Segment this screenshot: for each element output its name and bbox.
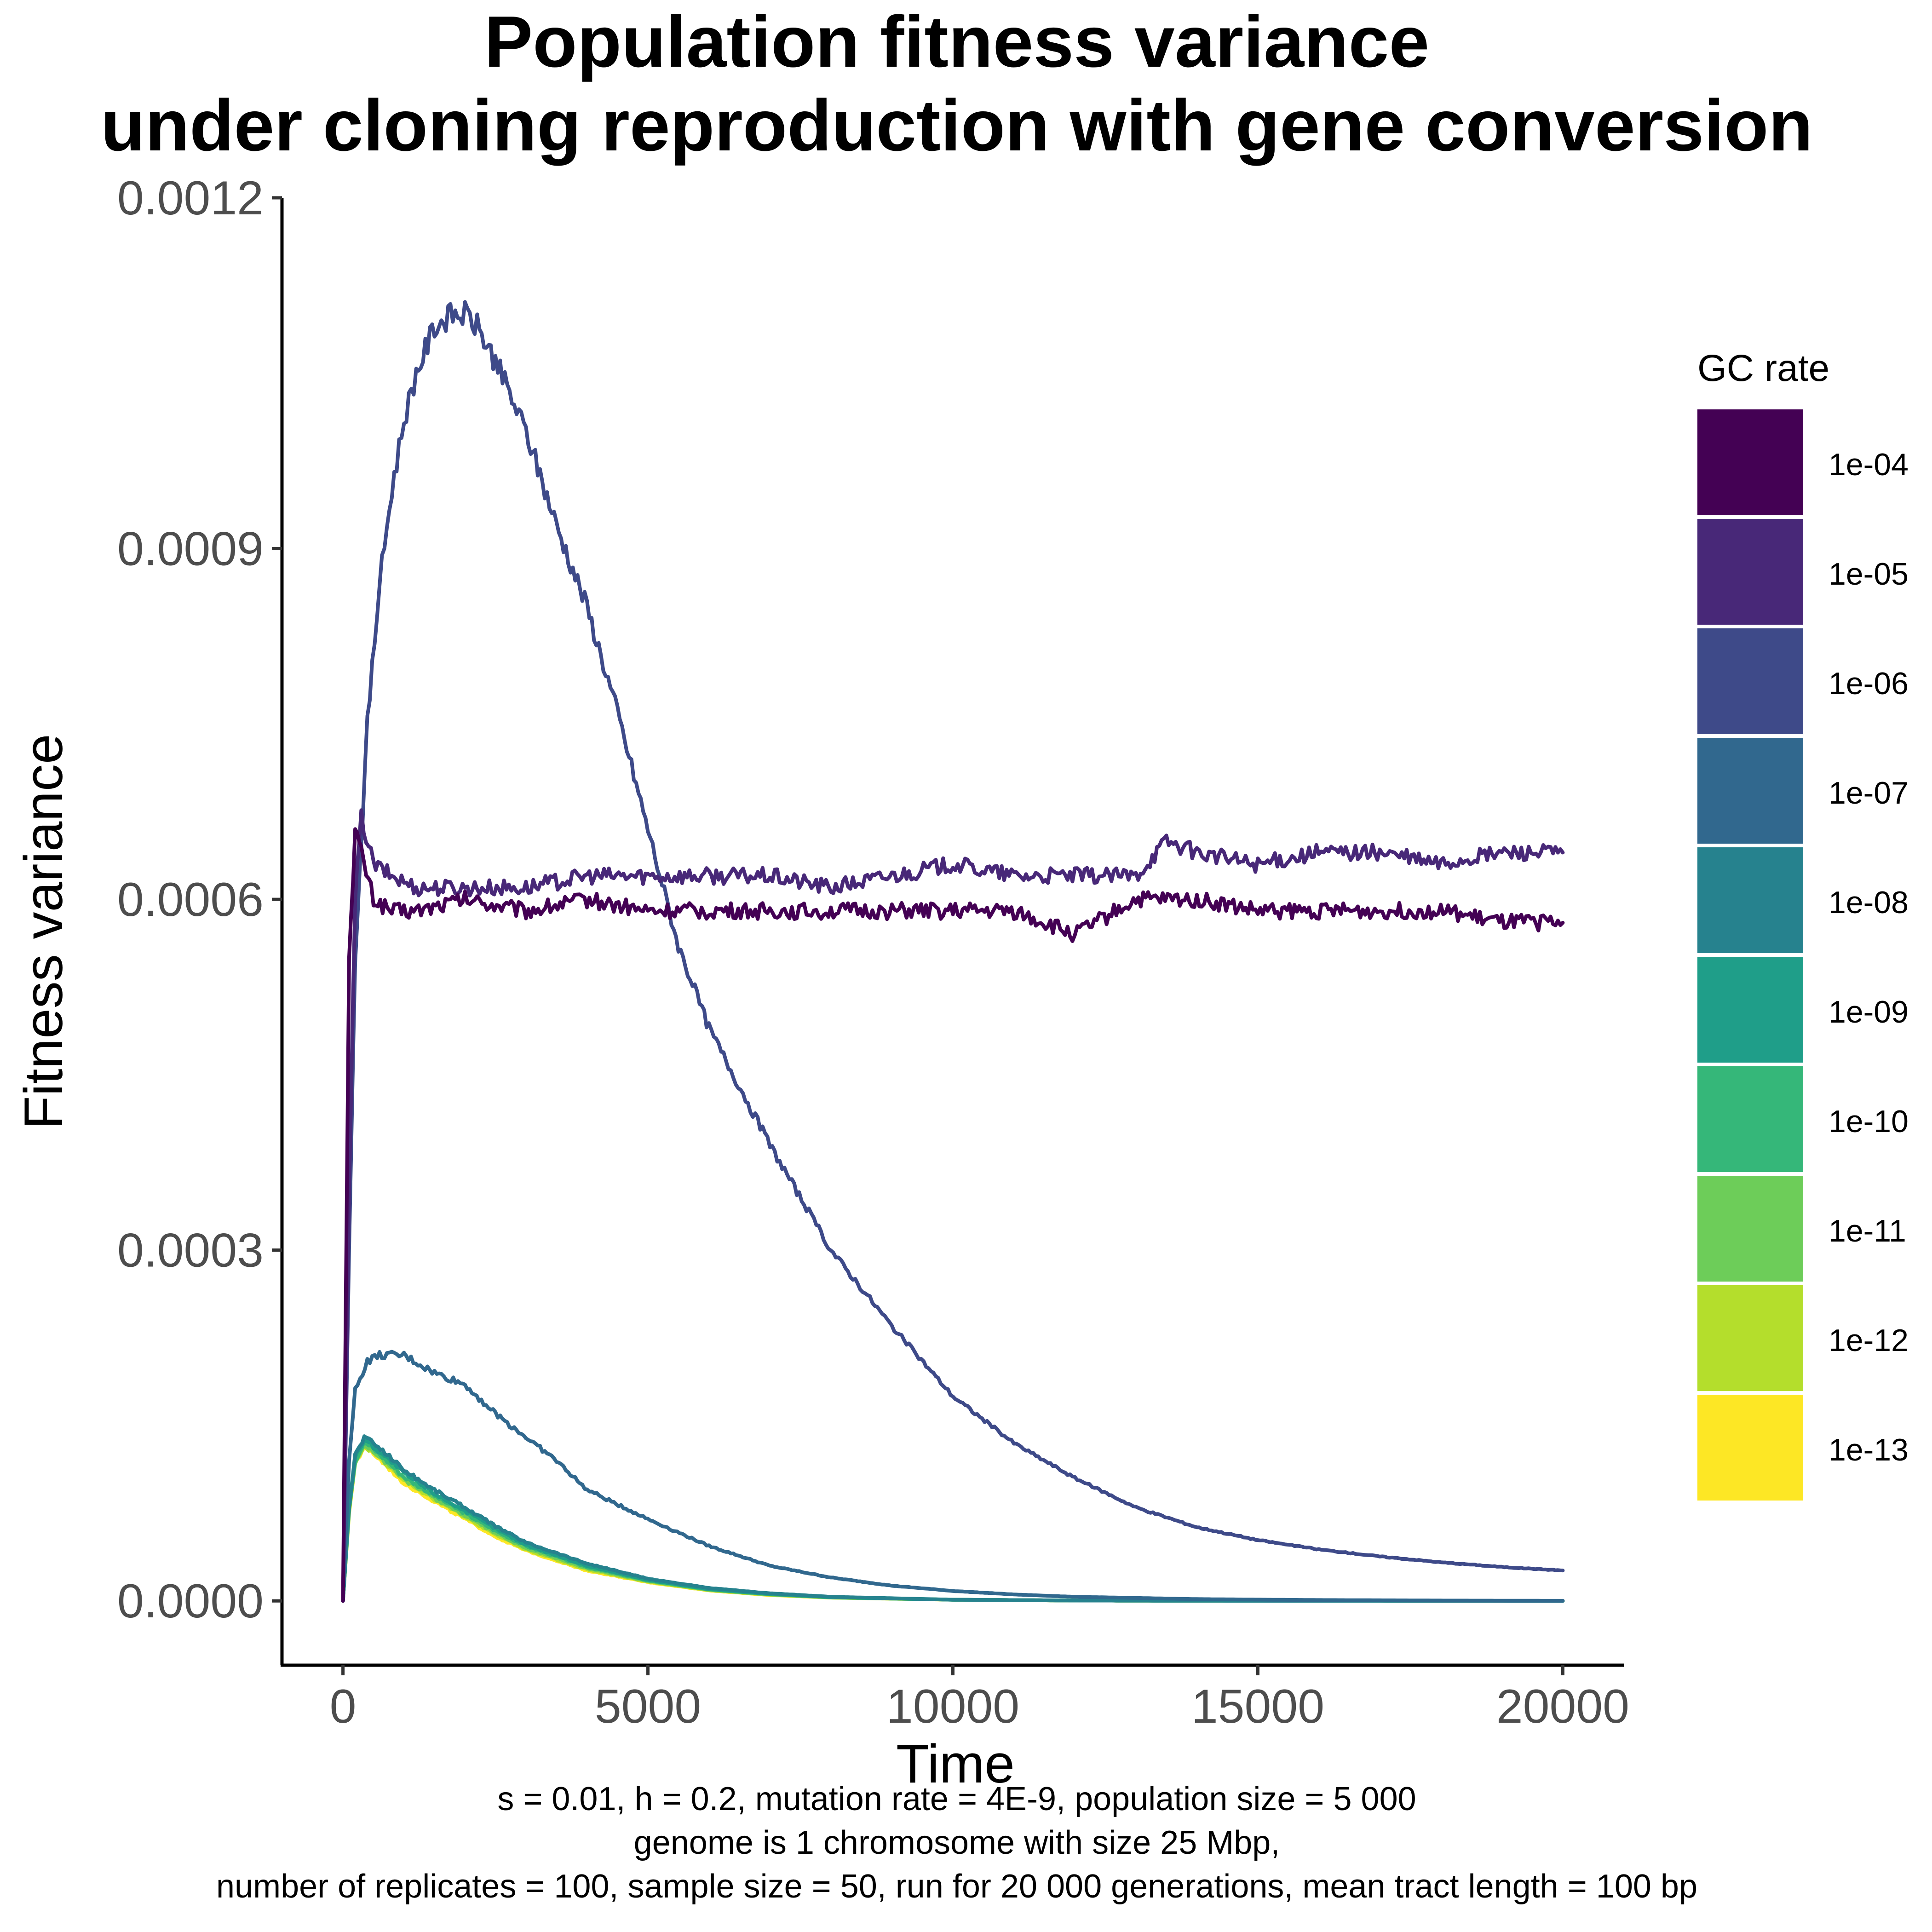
legend-key-1e-05 <box>1697 519 1803 625</box>
y-tick-label: 0.0012 <box>117 172 264 225</box>
x-tick-label: 0 <box>330 1680 356 1733</box>
legend-label-1e-12: 1e-12 <box>1828 1323 1909 1358</box>
y-axis-ticks: 0.0000 0.0003 0.0006 0.0009 0.0012 <box>117 172 282 1628</box>
x-axis-ticks: 0 5000 10000 15000 20000 <box>330 1665 1629 1733</box>
chart-title-line-2: under cloning reproduction with gene con… <box>101 85 1813 166</box>
legend-key-1e-04 <box>1697 409 1803 515</box>
x-tick-label: 10000 <box>886 1680 1019 1733</box>
series-line-1e-06 <box>341 300 1565 1603</box>
legend-key-1e-12 <box>1697 1285 1803 1391</box>
legend: 1e-04 1e-05 1e-06 1e-07 1e-08 1e-09 1e-10 1e-11… <box>1697 409 1909 1501</box>
legend-label-1e-07: 1e-07 <box>1828 776 1909 811</box>
legend-label-1e-06: 1e-06 <box>1828 666 1909 701</box>
caption-line-3: number of replicates = 100, sample size … <box>216 1868 1697 1905</box>
y-tick-label: 0.0003 <box>117 1224 264 1277</box>
caption-line-2: genome is 1 chromosome with size 25 Mbp, <box>634 1824 1280 1861</box>
legend-label-1e-04: 1e-04 <box>1828 447 1909 482</box>
legend-key-1e-06 <box>1697 628 1803 734</box>
chart-title-line-1: Population fitness variance <box>484 1 1430 82</box>
legend-key-1e-11 <box>1697 1176 1803 1282</box>
legend-title: GC rate <box>1697 347 1829 389</box>
legend-label-1e-13: 1e-13 <box>1828 1432 1909 1467</box>
legend-key-1e-13 <box>1697 1395 1803 1501</box>
x-tick-label: 15000 <box>1191 1680 1324 1733</box>
legend-key-1e-09 <box>1697 957 1803 1063</box>
series-line-1e-04 <box>341 827 1565 1603</box>
x-tick-label: 5000 <box>595 1680 701 1733</box>
series-line-1e-07 <box>341 1350 1565 1603</box>
x-axis-title: Time <box>896 1734 1015 1794</box>
legend-label-1e-09: 1e-09 <box>1828 995 1909 1029</box>
y-tick-label: 0.0006 <box>117 873 264 926</box>
legend-label-1e-11: 1e-11 <box>1828 1213 1906 1248</box>
series-line-1e-05 <box>341 808 1565 1603</box>
x-tick-label: 20000 <box>1496 1680 1629 1733</box>
caption-line-1: s = 0.01, h = 0.2, mutation rate = 4E-9,… <box>497 1781 1416 1817</box>
legend-label-1e-08: 1e-08 <box>1828 885 1909 920</box>
legend-key-1e-07 <box>1697 738 1803 844</box>
legend-key-1e-08 <box>1697 847 1803 953</box>
series-layer <box>341 300 1565 1603</box>
y-tick-label: 0.0009 <box>117 523 264 576</box>
y-axis-title: Fitness variance <box>13 734 74 1129</box>
legend-label-1e-10: 1e-10 <box>1828 1104 1909 1139</box>
y-tick-label: 0.0000 <box>117 1575 264 1628</box>
legend-label-1e-05: 1e-05 <box>1828 557 1909 592</box>
legend-key-1e-10 <box>1697 1066 1803 1172</box>
